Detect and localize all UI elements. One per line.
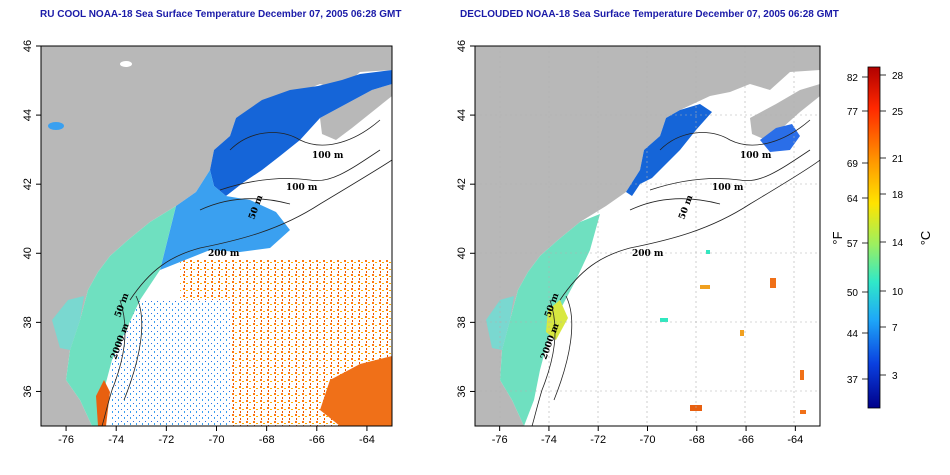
left-lon-tick-label: -64 — [359, 434, 375, 446]
colorbar-c-label: 14 — [892, 238, 904, 249]
right-lat-tick-label: 46 — [456, 40, 468, 52]
left-contour-shelf-break — [123, 295, 143, 401]
colorbar-f-label: 50 — [847, 288, 859, 299]
colorbar-f-label: 69 — [847, 159, 859, 170]
right-lon-tick-label: -70 — [640, 434, 656, 446]
right-lon-tick-label: -74 — [541, 434, 557, 446]
left-lake — [120, 61, 132, 67]
left-lon-tick-label: -68 — [259, 434, 275, 446]
colorbar-c-label: 7 — [892, 323, 898, 334]
colorbar-celsius-unit: °C — [918, 231, 933, 246]
left-lat-tick-label: 40 — [22, 247, 34, 259]
right-lat-tick-label: 44 — [456, 109, 468, 121]
left-lon-tick-label: -72 — [158, 434, 174, 446]
colorbar-f-label: 64 — [847, 194, 859, 205]
right-contour-200m — [559, 159, 820, 301]
left-cool-shelf-water — [160, 170, 290, 270]
left-lat-tick-label: 36 — [22, 385, 34, 397]
right-land-mass — [475, 46, 820, 426]
left-contour-100m-north — [229, 119, 381, 151]
left-lon-tick-label: -74 — [108, 434, 124, 446]
left-warm-gulfstream-edge — [96, 380, 110, 426]
right-map: 100 m 100 m 50 m 200 m 50 m 2000 m — [474, 45, 821, 427]
right-contour-50m — [629, 198, 721, 211]
right-lon-tick-label: -68 — [689, 434, 705, 446]
colorbar-c-label: 28 — [892, 71, 904, 82]
right-contour-label: 200 m — [632, 249, 664, 259]
left-contour-label: 100 m — [312, 151, 344, 161]
left-lat-tick-label: 38 — [22, 316, 34, 328]
right-contour-label: 100 m — [712, 183, 744, 193]
colorbar-c-label: 18 — [892, 190, 904, 201]
left-contour-50m — [199, 198, 291, 211]
colorbar-f-label: 77 — [847, 107, 859, 118]
colorbar-c-label: 10 — [892, 287, 904, 298]
right-lat-tick-label: 42 — [456, 178, 468, 190]
right-contour-shelf-break — [553, 295, 573, 401]
left-cold-gulf-of-maine — [210, 70, 392, 196]
right-lon-tick-label: -64 — [787, 434, 803, 446]
colorbar-fahrenheit-unit: °F — [830, 231, 845, 244]
colorbar-f-label: 44 — [847, 329, 859, 340]
right-map-grid — [475, 46, 820, 426]
right-lon-tick-label: -66 — [738, 434, 754, 446]
left-lon-tick-label: -66 — [309, 434, 325, 446]
left-lat-tick-label: 46 — [22, 40, 34, 52]
left-lat-tick-label: 44 — [22, 109, 34, 121]
axes-layer: -76 -74 -72 -70 -68 -66 -64 36 38 40 42 44 46 -76 -74 -… — [22, 40, 803, 446]
left-land-mass — [41, 46, 392, 426]
right-lat-tick-label: 38 — [456, 316, 468, 328]
right-lon-tick-label: -72 — [590, 434, 606, 446]
right-lat-tick-label: 36 — [456, 385, 468, 397]
colorbar-gradient — [867, 66, 881, 409]
right-warm-yellow-patch — [546, 300, 568, 340]
left-mild-coastal-water — [66, 206, 176, 426]
left-contour-label: 100 m — [286, 183, 318, 193]
left-contour-2000m — [101, 299, 126, 426]
right-lat-tick-label: 40 — [456, 247, 468, 259]
right-contour-2000m — [531, 299, 556, 426]
left-contour-200m — [129, 159, 392, 301]
colorbar-f-label: 82 — [847, 73, 859, 84]
left-lat-tick-label: 42 — [22, 178, 34, 190]
right-contour-100m-north — [659, 119, 811, 151]
colorbar-c-label: 3 — [892, 371, 898, 382]
left-lake-blue — [48, 122, 64, 130]
left-contour-label: 200 m — [208, 249, 240, 259]
left-chesapeake-bay — [52, 296, 84, 350]
right-contour-100m-mid — [649, 149, 811, 191]
left-contour-100m-mid — [219, 149, 381, 191]
right-cold-gulf-of-maine — [626, 104, 712, 196]
left-map: 100 m 100 m 50 m 200 m 50 m 2000 m — [40, 45, 393, 427]
colorbar: 82 77 69 64 57 50 44 37 28 25 21 18 14 10 7 3 °F °C — [830, 66, 933, 409]
right-nova-scotia — [750, 84, 820, 140]
colorbar-f-label: 37 — [847, 375, 859, 386]
left-nova-scotia — [320, 84, 392, 140]
left-warm-patch-southeast — [320, 356, 392, 426]
right-contour-label: 100 m — [740, 151, 772, 161]
colorbar-labels: 82 77 69 64 57 50 44 37 28 25 21 18 14 10 7 3 — [847, 71, 904, 386]
left-map-title: RU COOL NOAA-18 Sea Surface Temperature … — [40, 9, 402, 20]
left-lon-tick-label: -70 — [209, 434, 225, 446]
right-cold-scotian-patch — [760, 124, 800, 152]
right-lon-tick-label: -76 — [492, 434, 508, 446]
colorbar-f-label: 57 — [847, 239, 859, 250]
colorbar-c-label: 21 — [892, 154, 904, 165]
right-map-title: DECLOUDED NOAA-18 Sea Surface Temperatur… — [460, 9, 839, 20]
colorbar-c-label: 25 — [892, 107, 904, 118]
right-contours — [531, 119, 820, 426]
left-lon-tick-label: -76 — [58, 434, 74, 446]
left-contours — [101, 119, 392, 426]
